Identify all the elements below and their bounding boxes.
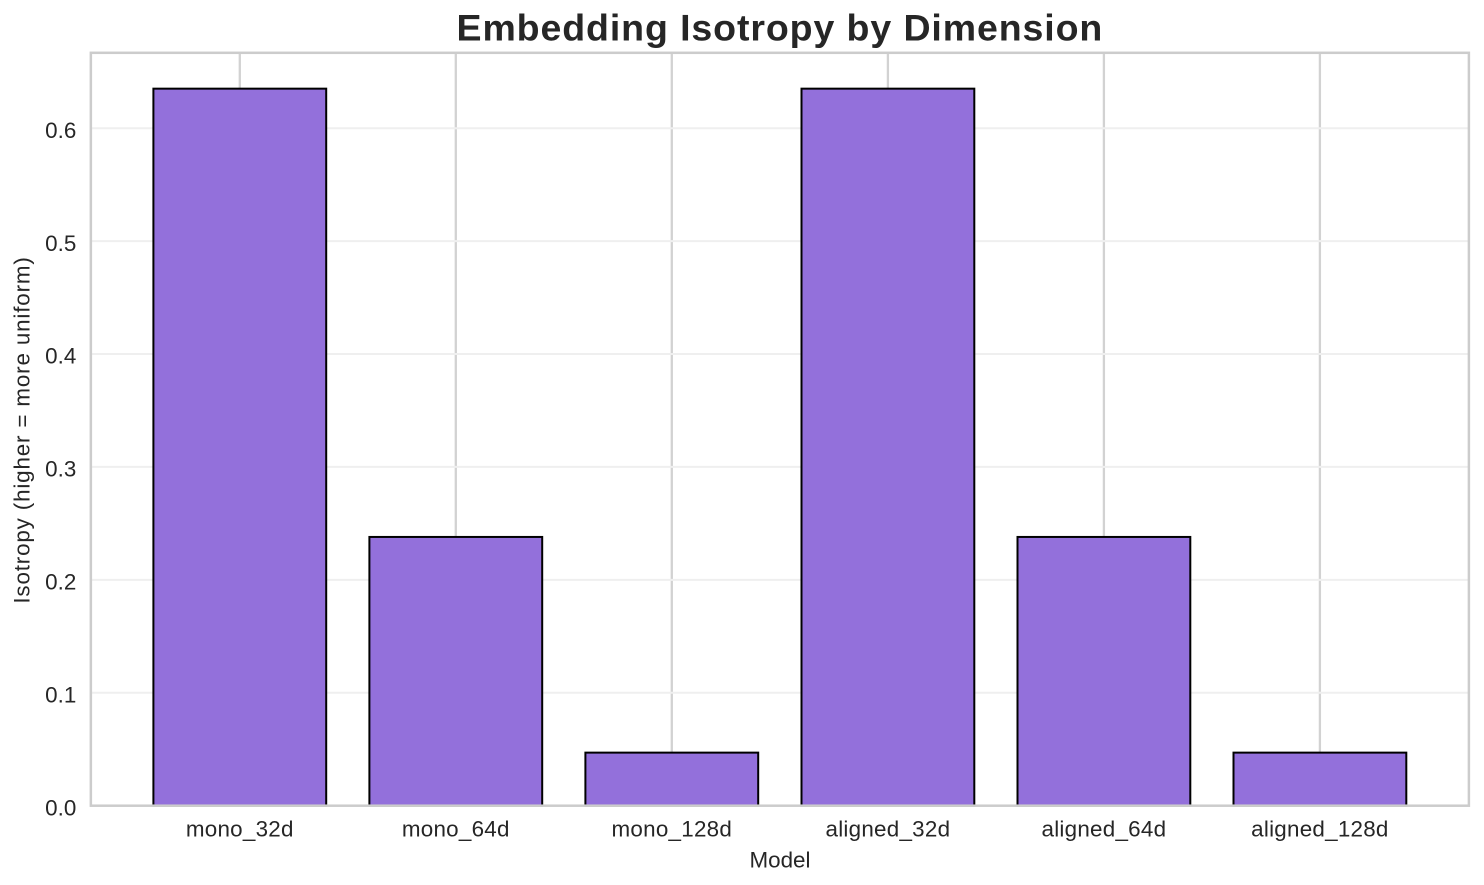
svg-text:Embedding Isotropy by Dimensio: Embedding Isotropy by Dimension <box>457 6 1104 48</box>
svg-text:0.2: 0.2 <box>45 570 76 595</box>
svg-text:aligned_128d: aligned_128d <box>1251 817 1388 842</box>
svg-text:0.0: 0.0 <box>45 795 76 820</box>
svg-text:aligned_32d: aligned_32d <box>826 817 951 842</box>
svg-text:0.5: 0.5 <box>45 231 76 256</box>
svg-text:mono_32d: mono_32d <box>186 817 294 842</box>
svg-text:0.1: 0.1 <box>45 683 76 708</box>
svg-text:0.3: 0.3 <box>45 457 76 482</box>
svg-text:0.6: 0.6 <box>45 118 76 143</box>
svg-text:Model: Model <box>750 848 811 873</box>
svg-text:Isotropy (higher = more unifor: Isotropy (higher = more uniform) <box>10 256 35 603</box>
svg-text:aligned_64d: aligned_64d <box>1042 817 1167 842</box>
svg-text:0.4: 0.4 <box>45 344 76 369</box>
svg-text:mono_64d: mono_64d <box>402 817 510 842</box>
svg-text:mono_128d: mono_128d <box>612 817 733 842</box>
